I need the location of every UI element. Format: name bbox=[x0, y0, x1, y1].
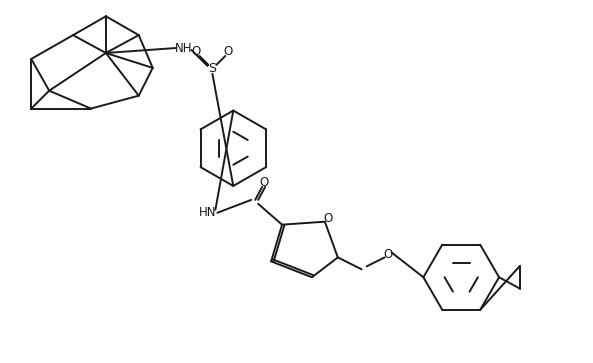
Text: O: O bbox=[323, 212, 333, 225]
Text: O: O bbox=[224, 45, 233, 58]
Text: HN: HN bbox=[199, 206, 216, 219]
Text: S: S bbox=[208, 62, 216, 76]
Text: O: O bbox=[383, 248, 392, 261]
Text: O: O bbox=[260, 176, 269, 189]
Text: O: O bbox=[192, 45, 201, 58]
Text: NH: NH bbox=[175, 41, 192, 54]
